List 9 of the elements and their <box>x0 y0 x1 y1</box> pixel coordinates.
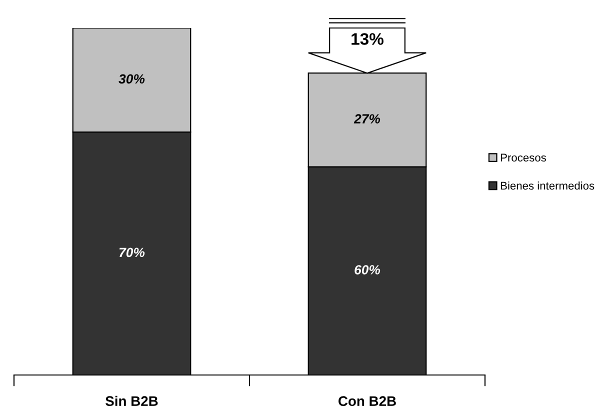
x-tick-label: Sin B2B <box>106 396 158 406</box>
data-label: 70% <box>119 248 145 258</box>
x-tick-label: Con B2B <box>338 396 396 406</box>
legend-label: Procesos <box>501 154 546 162</box>
annotation: 13% <box>352 33 384 45</box>
legend-label: Bienes intermedios <box>501 182 594 190</box>
data-label: 60% <box>354 265 380 274</box>
data-label: 30% <box>118 74 145 84</box>
data-label: 27% <box>354 114 380 124</box>
